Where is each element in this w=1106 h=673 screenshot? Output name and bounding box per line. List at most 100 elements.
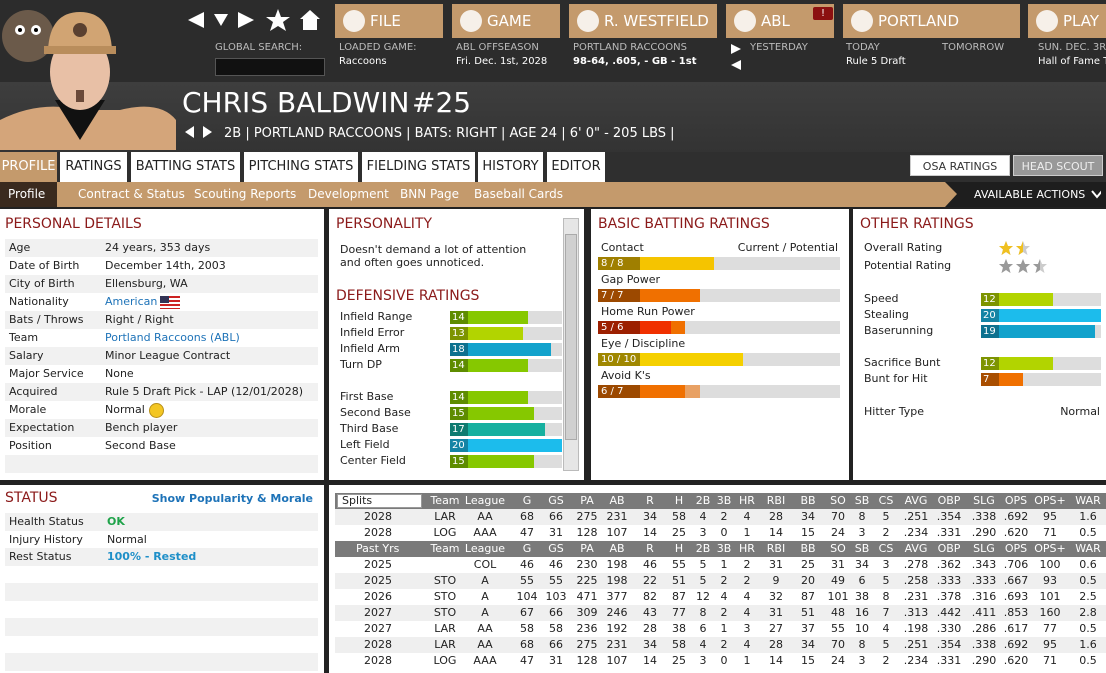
tab[interactable]: PITCHING STATS	[244, 152, 358, 182]
info-value: Fri. Dec. 1st, 2028	[456, 56, 548, 67]
column-header: Current / Potential	[737, 241, 838, 254]
nav-button-label[interactable]: R. WESTFIELD	[604, 12, 709, 30]
bar-label-bg	[598, 289, 640, 302]
subtab[interactable]: Scouting Reports	[194, 187, 297, 201]
nav-button-label[interactable]: PORTLAND	[878, 12, 960, 30]
batting-label: Contact	[601, 241, 644, 254]
detail-value: American	[105, 295, 158, 308]
search-box[interactable]	[215, 58, 325, 76]
bar-label-bg	[450, 343, 468, 356]
bar-label-bg	[598, 257, 640, 270]
nav-button-label[interactable]: PLAY	[1063, 12, 1100, 30]
detail-label: Date of Birth	[9, 259, 80, 272]
rating-bar	[981, 309, 1101, 322]
row-bg	[5, 618, 318, 636]
nav-button-label[interactable]: ABL	[761, 12, 790, 30]
table-cell: .278	[903, 558, 929, 571]
table-cell: 2	[720, 606, 728, 619]
table-cell: .338	[971, 510, 997, 523]
table-cell: 160	[1039, 606, 1061, 619]
rating-bar	[450, 407, 534, 420]
bar-label-bg	[450, 407, 468, 420]
column-header: OPS	[1004, 494, 1028, 507]
table-cell: .333	[971, 574, 997, 587]
subtab[interactable]: Baseball Cards	[474, 187, 563, 201]
nav-button-label[interactable]: FILE	[370, 12, 401, 30]
rating-label: Stealing	[864, 308, 909, 321]
table-cell: 87	[672, 590, 686, 603]
column-header: BB	[800, 494, 816, 507]
column-header: H	[674, 542, 684, 555]
table-cell: 37	[801, 622, 815, 635]
table-cell: .290	[971, 654, 997, 667]
table-cell: 101	[827, 590, 849, 603]
column-header: OPS+	[1034, 542, 1066, 555]
detail-label: Acquired	[9, 385, 58, 398]
star	[1033, 259, 1047, 273]
table-cell: 3	[858, 654, 866, 667]
bar-value: 14	[452, 312, 465, 323]
toggle[interactable]: HEAD SCOUT	[1013, 155, 1103, 176]
table-cell: .330	[936, 622, 962, 635]
nav-button-label[interactable]: GAME	[487, 12, 532, 30]
column-header: R	[646, 542, 654, 555]
tab[interactable]: BATTING STATS	[131, 152, 240, 182]
rating-label: Hitter Type	[864, 405, 925, 418]
column-header: AB	[609, 494, 625, 507]
tab[interactable]: RATINGS	[60, 152, 127, 182]
info-label: PORTLAND RACCOONS	[573, 42, 687, 53]
table-cell: 8	[858, 638, 866, 651]
alert-badge: !	[813, 7, 833, 20]
table-cell: 7	[882, 606, 890, 619]
panel-title: BASIC BATTING RATINGS	[598, 216, 770, 232]
detail-label: Position	[9, 439, 52, 452]
tab[interactable]: HISTORY	[478, 152, 543, 182]
tab[interactable]: PROFILE	[0, 152, 57, 182]
table-cell: 51	[801, 606, 815, 619]
column-header: SO	[830, 542, 846, 555]
table-cell: 24	[831, 526, 845, 539]
table-cell: 27	[769, 622, 783, 635]
subtab[interactable]: Contract & Status	[78, 187, 185, 201]
tab[interactable]: FIELDING STATS	[362, 152, 475, 182]
table-cell: 55	[520, 574, 534, 587]
table-cell: 48	[831, 606, 845, 619]
table-cell: 25	[672, 654, 686, 667]
rating-label: Third Base	[340, 422, 399, 435]
detail-value: Normal	[105, 403, 145, 416]
bar-label-bg	[450, 391, 468, 404]
actions-button[interactable]: AVAILABLE ACTIONS	[974, 188, 1086, 201]
subtab[interactable]: Profile	[0, 182, 57, 207]
table-cell: 0.5	[1079, 574, 1097, 587]
table-cell: 198	[606, 558, 628, 571]
table-cell: .333	[936, 574, 962, 587]
splits-select[interactable]: Splits	[337, 494, 422, 508]
info-label: TOMORROW	[942, 42, 1005, 53]
bar-value: 19	[983, 326, 996, 337]
detail-label: Bats / Throws	[9, 313, 84, 326]
column-header: OPS+	[1034, 494, 1066, 507]
table-cell: .258	[903, 574, 929, 587]
bar-value: 17	[452, 424, 465, 435]
rating-bar	[450, 327, 523, 340]
table-cell: .331	[936, 654, 962, 667]
scroll-thumb[interactable]	[565, 234, 577, 440]
table-cell: .667	[1003, 574, 1029, 587]
toggle[interactable]: OSA RATINGS	[910, 155, 1010, 176]
table-cell: 231	[606, 638, 628, 651]
table-cell: .620	[1003, 654, 1029, 667]
rating-bar	[981, 325, 1095, 338]
column-header: 3B	[716, 542, 732, 555]
status-link[interactable]: Show Popularity & Morale	[151, 492, 313, 505]
table-cell: 55	[672, 558, 686, 571]
column-header: H	[674, 494, 684, 507]
row-bg	[5, 513, 318, 531]
bar-value: 6 / 7	[601, 386, 624, 397]
subtab[interactable]: BNN Page	[400, 187, 460, 201]
subtab[interactable]: Development	[308, 187, 389, 201]
table-cell: 4	[720, 590, 728, 603]
tab[interactable]: EDITOR	[547, 152, 605, 182]
name-bg	[0, 82, 1106, 152]
panel-title: STATUS	[5, 490, 58, 506]
table-cell: 31	[831, 558, 845, 571]
